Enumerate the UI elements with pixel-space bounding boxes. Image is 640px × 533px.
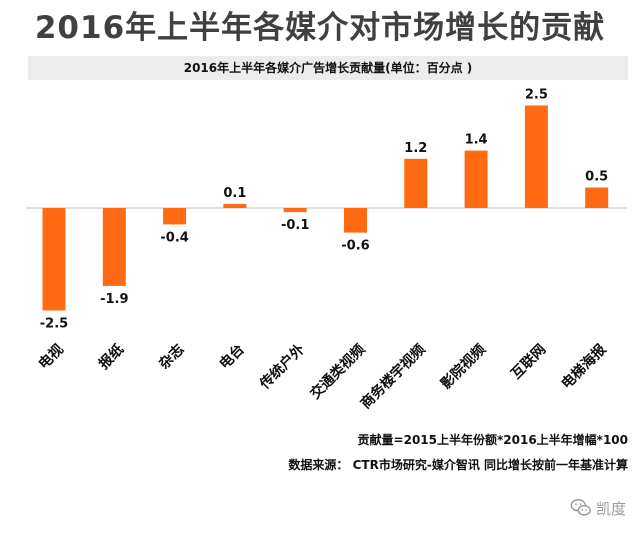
- data-label: 1.2: [404, 141, 427, 156]
- data-label: 2.5: [525, 88, 548, 103]
- chart-title: 2016年上半年各媒介广告增长贡献量(单位：百分点 ): [183, 61, 473, 75]
- chart-subtitle-bar: 2016年上半年各媒介广告增长贡献量(单位：百分点 ): [28, 56, 628, 80]
- category-label: 影院视频: [437, 341, 489, 393]
- category-label: 电梯海报: [558, 341, 610, 393]
- data-label: -1.9: [100, 292, 128, 307]
- bar: [283, 208, 307, 213]
- bar: [344, 208, 367, 233]
- data-label: 0.1: [223, 186, 246, 201]
- data-label: 0.5: [585, 170, 608, 185]
- formula-note: 贡献量=2015上半年份额*2016上半年增幅*100: [357, 433, 628, 447]
- bar: [585, 187, 609, 208]
- data-label: -0.6: [341, 239, 369, 254]
- category-label: 报纸: [95, 341, 127, 373]
- data-label: -0.1: [281, 218, 309, 233]
- category-label: 互联网: [508, 342, 549, 383]
- bar: [102, 208, 126, 286]
- category-label: 杂志: [156, 341, 188, 373]
- source-note: 数据来源： CTR市场研究-媒介智讯 同比增长按前一年基准计算: [288, 458, 628, 472]
- data-label: -2.5: [40, 317, 68, 332]
- bar: [524, 105, 548, 208]
- data-label: -0.4: [160, 230, 188, 245]
- bar: [163, 208, 187, 225]
- category-label: 商务楼宇视频: [357, 341, 428, 412]
- data-label: 1.4: [465, 133, 488, 148]
- wechat-icon: [570, 499, 591, 516]
- bar: [464, 150, 488, 208]
- category-label: 电视: [35, 341, 67, 373]
- bar: [42, 208, 66, 311]
- category-label: 电台: [216, 341, 248, 373]
- watermark: 凯度: [570, 496, 626, 520]
- category-label: 交通类视频: [307, 341, 369, 403]
- bar: [404, 158, 428, 208]
- watermark-text: 凯度: [595, 499, 626, 518]
- category-label: 传统户外: [256, 341, 308, 393]
- page-title: 2016年上半年各媒介对市场增长的贡献: [34, 10, 606, 46]
- bar: [223, 203, 247, 208]
